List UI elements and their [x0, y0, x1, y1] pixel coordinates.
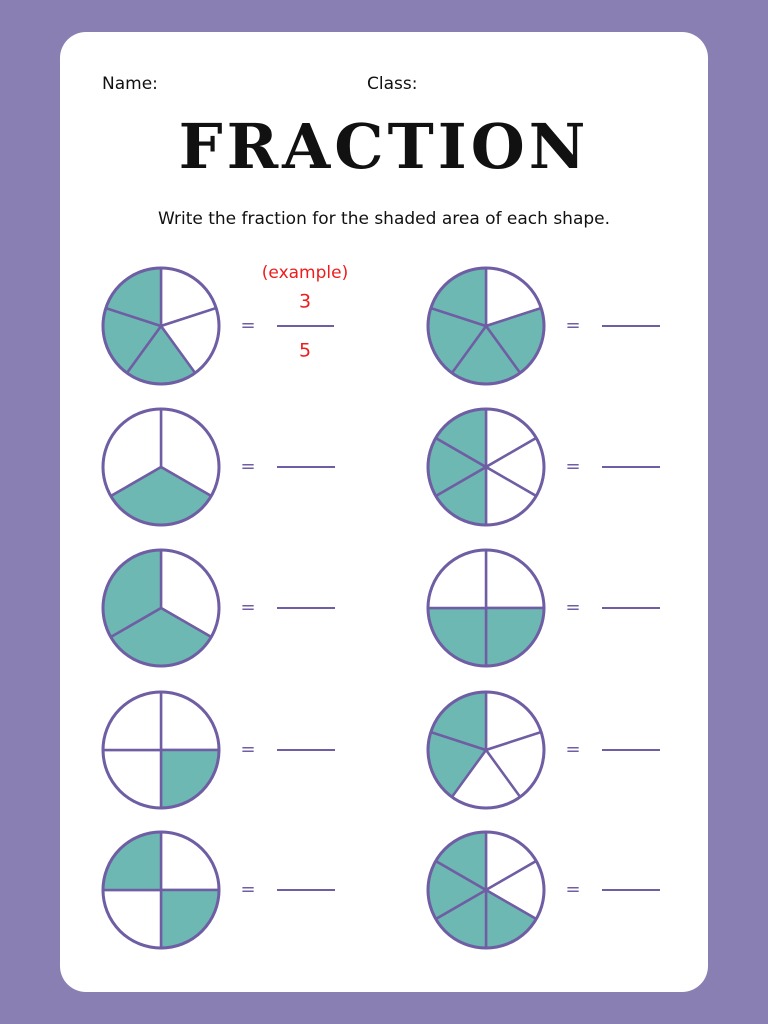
equals-sign: =: [565, 597, 580, 618]
title: FRACTION: [179, 110, 590, 183]
circle-outline: [426, 407, 546, 527]
denominator: 5: [299, 340, 311, 362]
equals-sign: =: [565, 456, 580, 477]
equals-sign: =: [565, 879, 580, 900]
circle-outline: [101, 690, 221, 810]
equals-sign: =: [240, 739, 255, 760]
instruction: Write the fraction for the shaded area o…: [158, 209, 610, 229]
equals-sign: =: [240, 315, 255, 336]
equals-sign: =: [565, 739, 580, 760]
equals-sign: =: [240, 456, 255, 477]
class-label: Class:: [367, 74, 417, 94]
equals-sign: =: [240, 597, 255, 618]
card: [60, 32, 708, 992]
numerator: 3: [299, 291, 311, 313]
name-label: Name:: [102, 74, 158, 94]
circle-outline: [426, 830, 546, 950]
circle-outline: [426, 690, 546, 810]
shapes: = (example) 3 5 = = = = = = = = =: [101, 263, 660, 950]
equals-sign: =: [565, 315, 580, 336]
circle-outline: [426, 548, 546, 668]
circle-outline: [426, 266, 546, 386]
circle-outline: [101, 407, 221, 527]
equals-sign: =: [240, 879, 255, 900]
circle-outline: [101, 266, 221, 386]
circle-outline: [101, 548, 221, 668]
circle-outline: [101, 830, 221, 950]
example-label: (example): [262, 263, 348, 283]
